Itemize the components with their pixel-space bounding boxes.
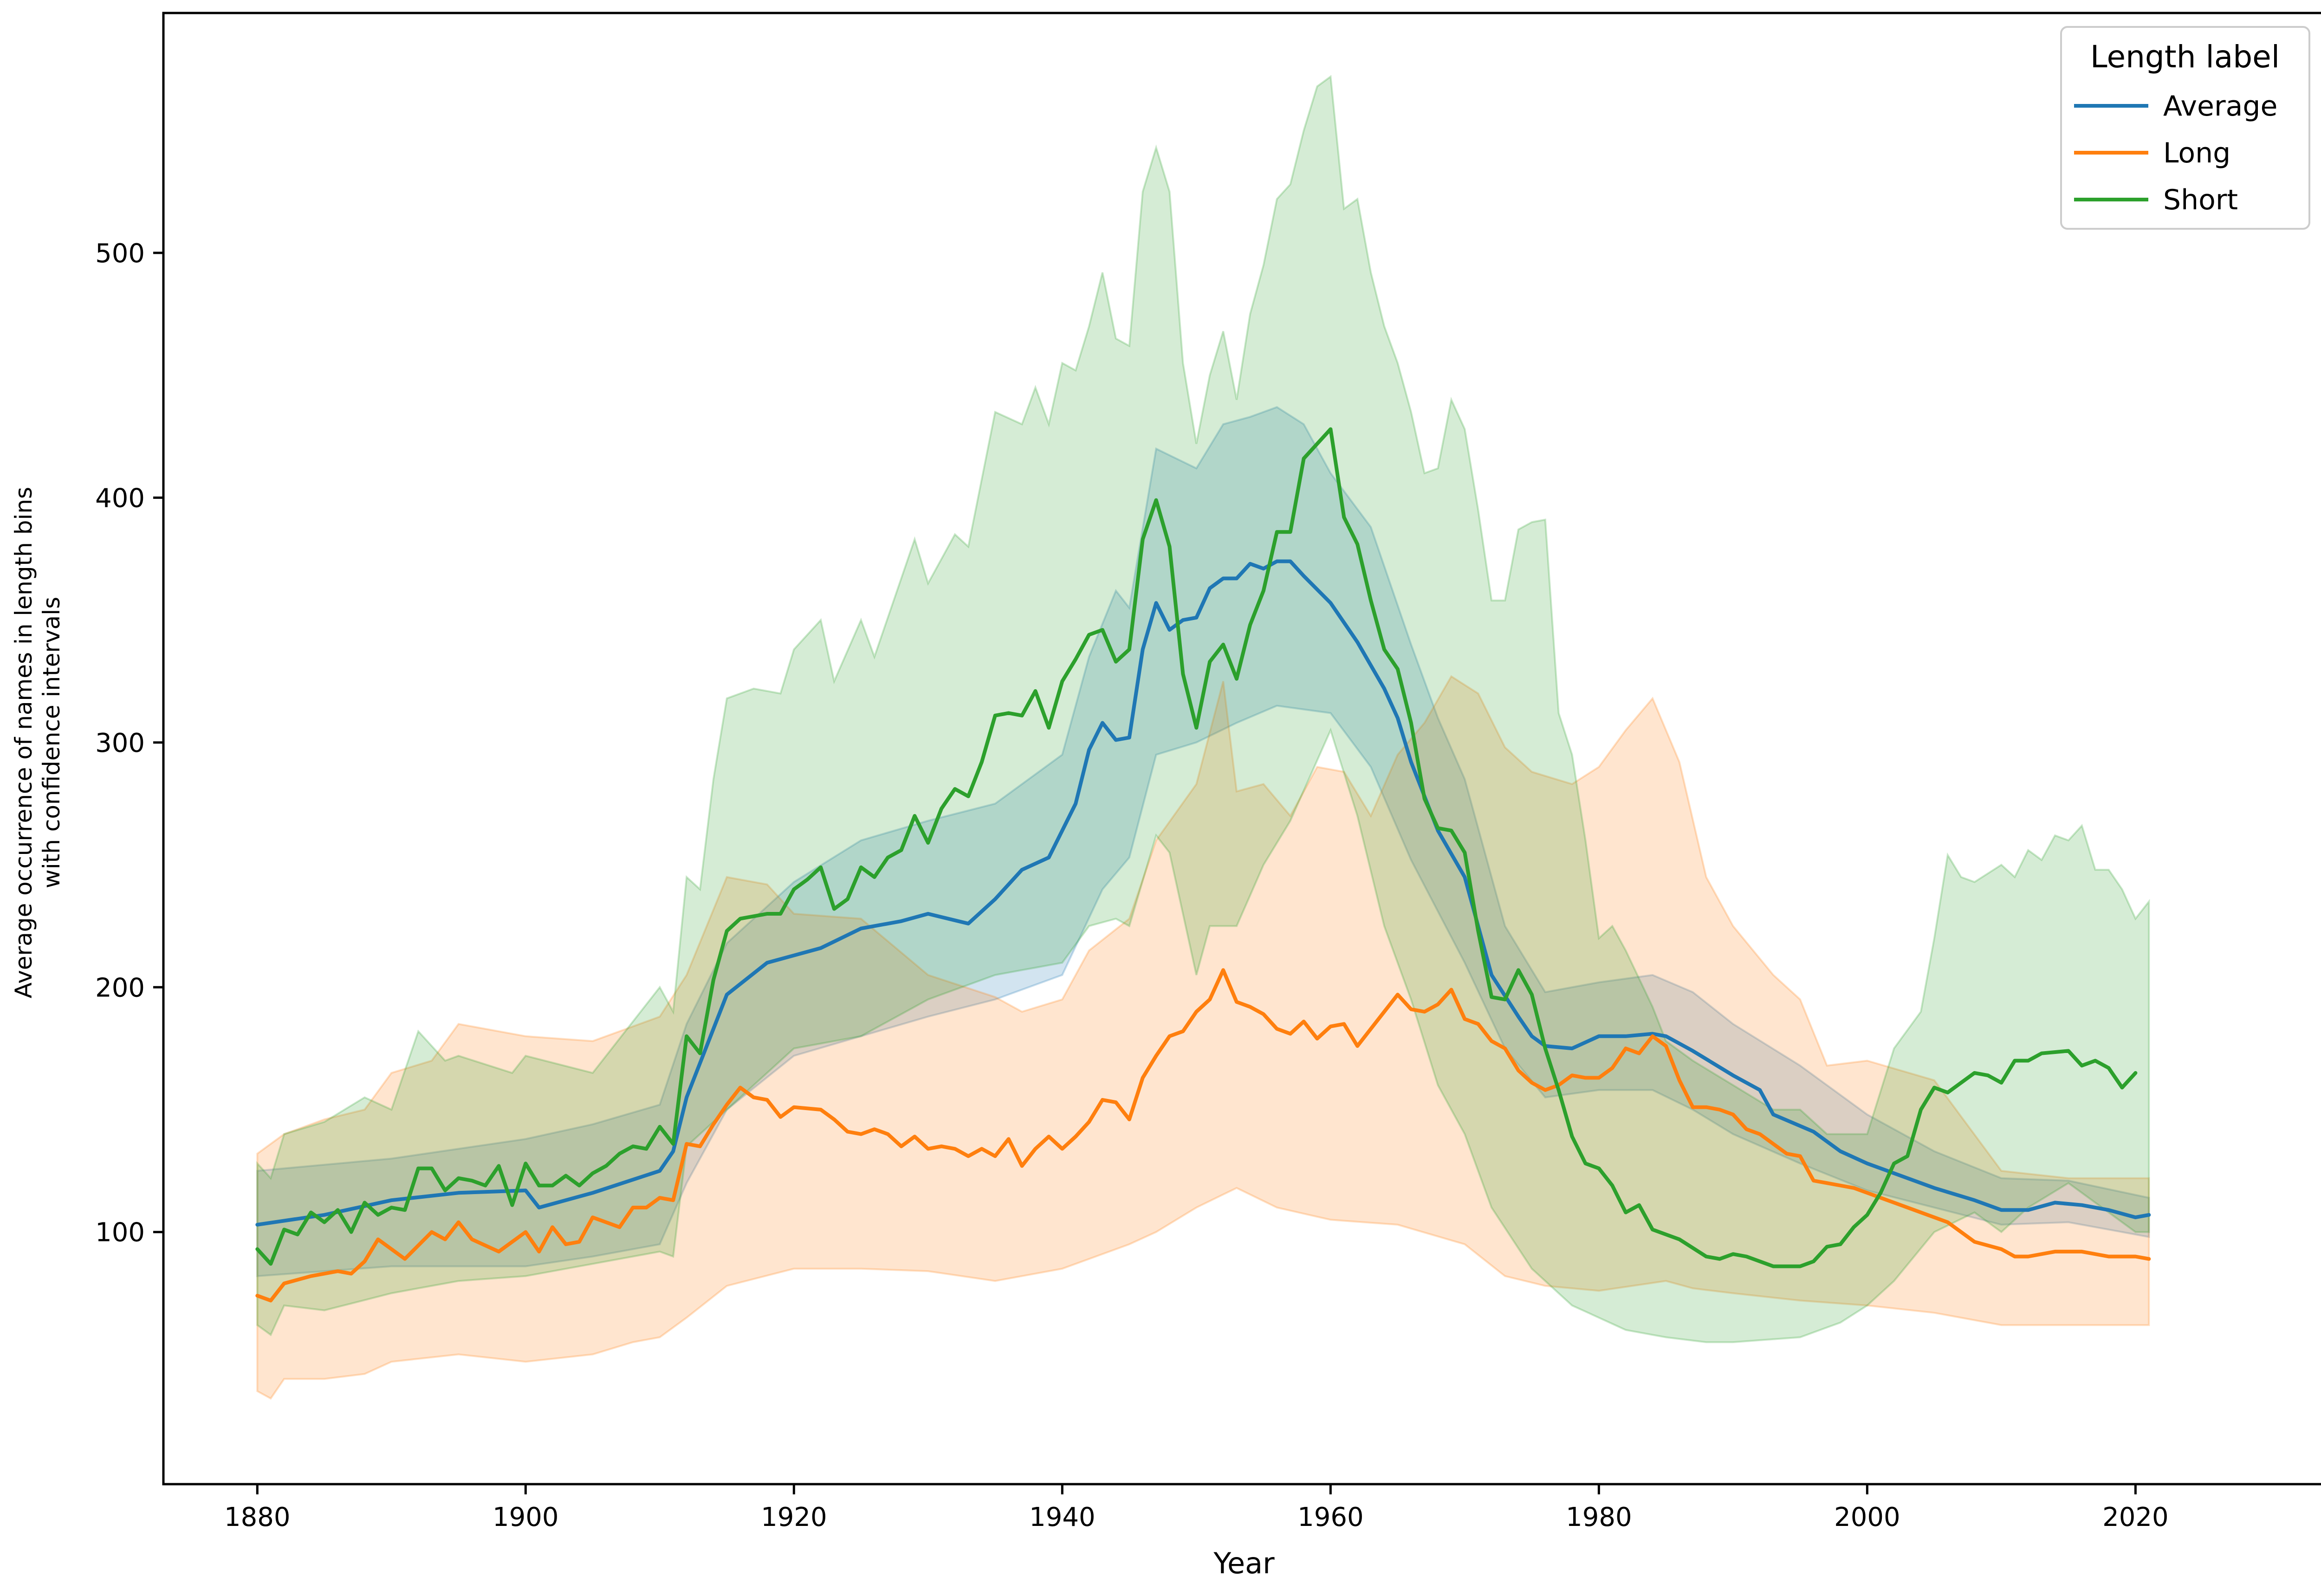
legend-title: Length label: [2090, 39, 2280, 75]
confidence-bands: [256, 75, 2150, 1400]
y-tick-label: 400: [95, 483, 145, 513]
x-tick-label: 2020: [2102, 1502, 2169, 1532]
legend-box: [2060, 26, 2310, 230]
legend-items: Average Long Short: [2074, 90, 2277, 216]
series-lines: [255, 427, 2151, 1303]
x-tick-label: 2000: [1834, 1502, 1900, 1532]
x-tick-label: 1920: [761, 1502, 827, 1532]
x-tick-label: 1900: [493, 1502, 559, 1532]
series-line-long: [255, 968, 2151, 1303]
x-tick-label: 1880: [224, 1502, 291, 1532]
ci-band-long: [256, 675, 2150, 1400]
y-axis: 100 200 300 400 500: [95, 239, 163, 1248]
y-axis-label-line-1: Average occurrence of names in length bi…: [10, 487, 37, 998]
legend-label-average: Average: [2163, 90, 2277, 123]
legend: Length label Average Long Short: [2060, 26, 2310, 230]
x-tick-label: 1960: [1297, 1502, 1364, 1532]
y-tick-label: 200: [95, 973, 145, 1003]
x-tick-label: 1940: [1029, 1502, 1096, 1532]
y-axis-label: Average occurrence of names in length bi…: [10, 487, 65, 998]
plot-frame: [162, 12, 2321, 1486]
series-line-average: [255, 559, 2151, 1227]
y-tick-label: 300: [95, 728, 145, 758]
y-axis-label-line-2: with confidence intervals: [38, 597, 65, 888]
y-tick-label: 100: [95, 1218, 145, 1248]
series-line-short: [255, 427, 2138, 1268]
legend-label-short: Short: [2163, 184, 2238, 216]
ci-band-average: [256, 406, 2150, 1277]
legend-label-long: Long: [2163, 137, 2230, 169]
y-tick-label: 500: [95, 239, 145, 269]
x-axis-label: Year: [1213, 1546, 1275, 1580]
x-axis: 1880 1900 1920 1940 1960 1980 2000 2020: [224, 1484, 2169, 1532]
ci-band-short: [256, 75, 2150, 1344]
x-tick-label: 1980: [1566, 1502, 1632, 1532]
